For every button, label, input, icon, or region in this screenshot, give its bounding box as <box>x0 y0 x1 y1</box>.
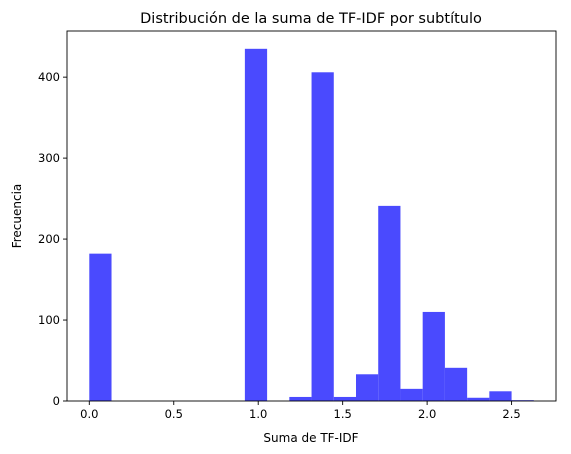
x-tick-label: 0.5 <box>165 407 183 421</box>
y-tick-label: 0 <box>53 394 60 408</box>
x-tick-label: 2.5 <box>502 407 520 421</box>
chart-title: Distribución de la suma de TF-IDF por su… <box>140 11 482 27</box>
x-tick-label: 0.0 <box>80 407 98 421</box>
plot-frame <box>66 30 557 402</box>
bar-9 <box>289 396 312 401</box>
x-tick-label: 1.5 <box>334 407 352 421</box>
bar-15 <box>422 311 445 401</box>
bar-16 <box>444 367 468 401</box>
bar-7 <box>244 48 268 401</box>
bar-14 <box>400 388 423 401</box>
x-axis-label: Suma de TF-IDF <box>263 431 358 445</box>
y-tick-label: 400 <box>38 70 60 84</box>
bars-group <box>89 48 534 402</box>
y-tick-label: 100 <box>38 313 60 327</box>
x-tick-label: 1.0 <box>249 407 267 421</box>
bar-17 <box>467 397 490 401</box>
y-ticks-group: 0 100 200 300 400 <box>38 70 67 408</box>
y-tick-label: 200 <box>38 232 60 246</box>
bar-13 <box>378 205 401 401</box>
y-axis-label: Frecuencia <box>10 184 24 249</box>
x-tick-label: 2.0 <box>418 407 436 421</box>
bar-11 <box>333 396 357 401</box>
y-tick-label: 300 <box>38 151 60 165</box>
bar-10 <box>311 72 334 402</box>
bar-12 <box>355 374 379 401</box>
bar-0 <box>89 253 112 401</box>
bar-18 <box>489 391 512 401</box>
x-ticks-group: 0.0 0.5 1.0 1.5 2.0 2.5 <box>80 401 521 421</box>
